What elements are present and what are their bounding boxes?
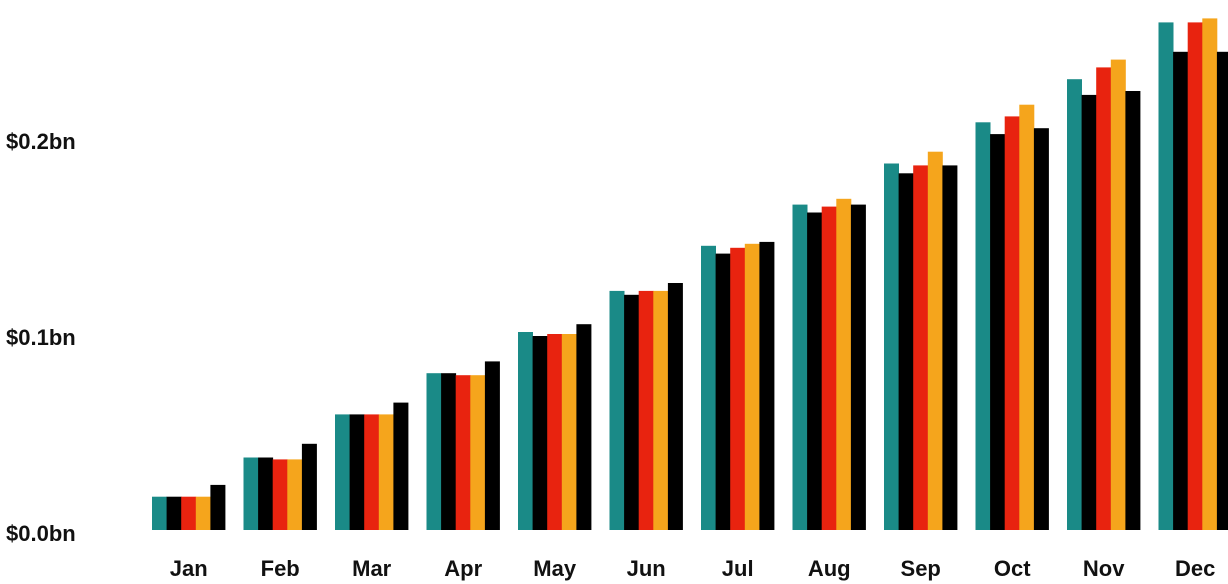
bar-mar-series-2 (349, 414, 365, 530)
x-tick-label: Aug (808, 556, 851, 581)
bar-jul-series-5 (759, 241, 775, 530)
x-tick-label: Jul (722, 556, 754, 581)
bar-jan-series-4 (195, 496, 211, 530)
bar-apr-series-3 (455, 375, 471, 530)
bar-sep-series-2 (898, 173, 914, 531)
bar-may-series-1 (518, 332, 533, 530)
bar-dec-series-5 (1216, 51, 1228, 531)
bar-mar-series-5 (393, 402, 409, 530)
y-tick-label: $0.2bn (6, 129, 76, 154)
bar-jul-series-1 (701, 245, 716, 531)
bar-jul-series-4 (744, 243, 760, 531)
x-tick-label: Oct (994, 556, 1031, 581)
bar-jan-series-3 (181, 496, 197, 530)
x-tick-label: Dec (1175, 556, 1215, 581)
bar-jan-series-5 (210, 484, 226, 530)
x-tick-label: Sep (901, 556, 941, 581)
bar-mar-series-4 (378, 414, 394, 530)
bar-oct-series-2 (990, 134, 1006, 530)
bar-feb-series-3 (272, 459, 288, 530)
bar-sep-series-5 (942, 165, 958, 530)
bar-apr-series-4 (470, 375, 486, 530)
bar-dec-series-4 (1202, 18, 1218, 531)
bar-nov-series-5 (1125, 91, 1141, 530)
bar-jun-series-2 (624, 294, 640, 530)
bar-aug-series-4 (836, 198, 852, 531)
bar-jul-series-2 (715, 253, 731, 530)
bar-oct-series-3 (1004, 116, 1020, 531)
bar-dec-series-2 (1173, 51, 1189, 531)
bar-oct-series-5 (1033, 128, 1049, 530)
bar-aug-series-5 (850, 204, 866, 530)
bar-feb-series-5 (301, 443, 317, 530)
bar-sep-series-3 (913, 165, 929, 530)
y-tick-label: $0.1bn (6, 325, 76, 350)
bar-jan-series-1 (152, 496, 167, 530)
bar-sep-series-4 (927, 151, 943, 530)
bar-nov-series-1 (1067, 79, 1082, 530)
bar-feb-series-2 (258, 457, 274, 530)
bar-jul-series-3 (730, 247, 746, 531)
bar-mar-series-3 (364, 414, 380, 530)
bar-nov-series-2 (1081, 94, 1097, 531)
x-axis-ticks: Jan Feb Mar Apr May Jun Jul Aug Sep Oct Nov Dec (170, 556, 1216, 581)
bar-apr-series-5 (484, 361, 500, 530)
bar-jan-series-2 (166, 496, 182, 530)
x-tick-label: Mar (352, 556, 392, 581)
bar-feb-series-4 (287, 459, 303, 530)
bar-oct-series-1 (975, 122, 991, 531)
bar-aug-series-2 (807, 212, 823, 530)
bar-dec-series-1 (1158, 22, 1174, 531)
bar-nov-series-4 (1110, 59, 1126, 530)
bar-jun-series-1 (609, 290, 625, 530)
bar-apr-series-1 (426, 373, 442, 530)
bars (152, 18, 1228, 531)
bar-aug-series-3 (821, 206, 837, 530)
bar-jun-series-5 (667, 283, 683, 530)
bar-may-series-2 (532, 336, 548, 530)
y-tick-label: $0.0bn (6, 521, 76, 546)
bar-jun-series-4 (653, 290, 669, 530)
x-tick-label: Nov (1083, 556, 1125, 581)
bar-mar-series-1 (335, 414, 350, 530)
bar-may-series-4 (561, 334, 577, 530)
bar-dec-series-3 (1187, 22, 1203, 531)
x-tick-label: Feb (261, 556, 300, 581)
bar-aug-series-1 (792, 204, 808, 530)
bar-apr-series-2 (441, 373, 457, 530)
x-tick-label: May (533, 556, 577, 581)
bar-nov-series-3 (1096, 67, 1112, 531)
bar-feb-series-1 (243, 457, 259, 530)
bar-sep-series-1 (884, 163, 899, 530)
bar-jun-series-3 (638, 290, 654, 530)
y-axis-ticks: $0.0bn $0.1bn $0.2bn (6, 129, 76, 546)
x-tick-label: Apr (444, 556, 482, 581)
x-tick-label: Jun (627, 556, 666, 581)
bar-may-series-3 (547, 334, 563, 530)
x-tick-label: Jan (170, 556, 208, 581)
bar-may-series-5 (576, 324, 592, 530)
bar-oct-series-4 (1019, 104, 1035, 530)
